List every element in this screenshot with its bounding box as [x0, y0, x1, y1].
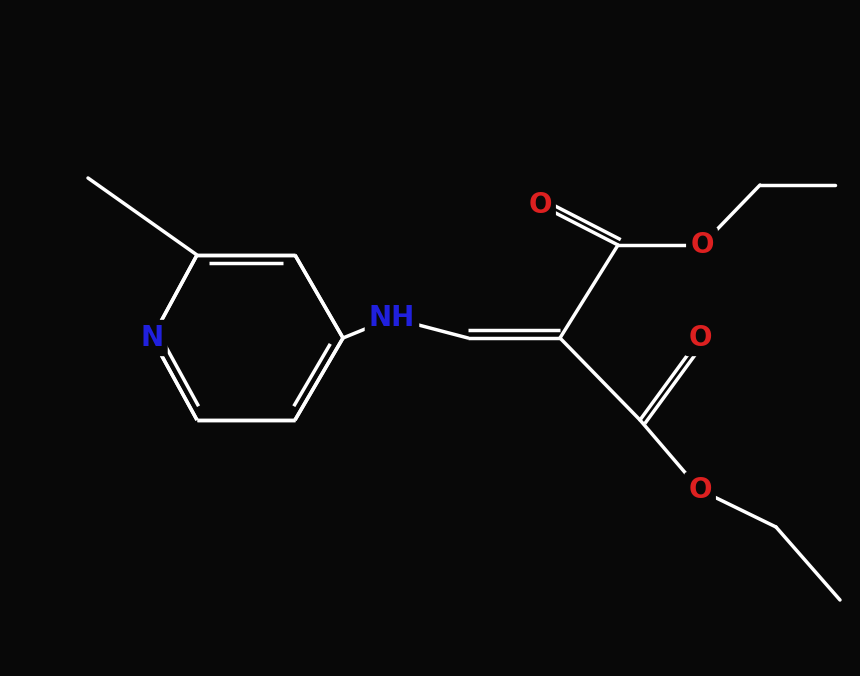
- Text: O: O: [688, 476, 712, 504]
- Text: O: O: [688, 324, 712, 352]
- Text: N: N: [140, 324, 163, 352]
- Text: NH: NH: [369, 304, 415, 332]
- Text: O: O: [528, 191, 552, 219]
- Text: O: O: [691, 231, 714, 259]
